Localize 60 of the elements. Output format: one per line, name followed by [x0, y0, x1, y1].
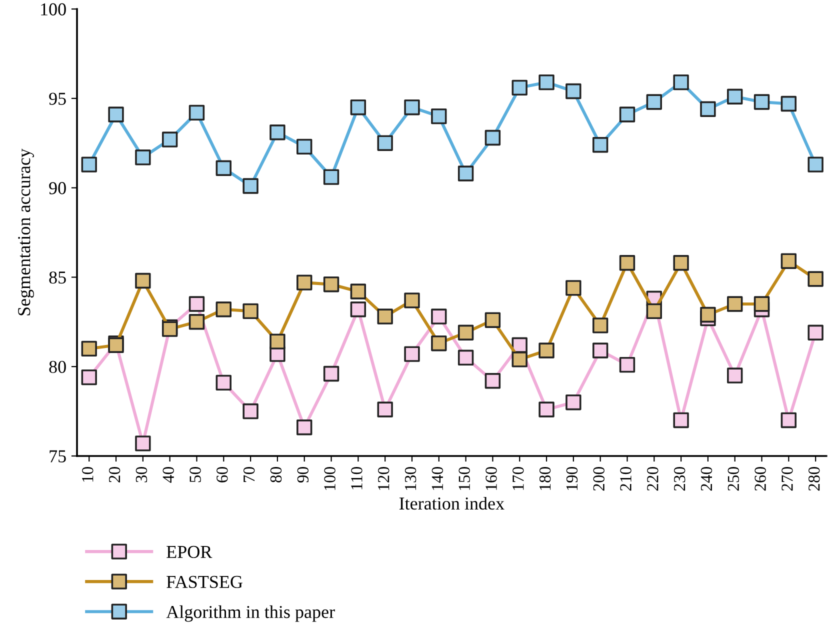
y-axis-title: Segmentation accuracy: [18, 148, 34, 316]
y-tick-label: 100: [41, 3, 66, 16]
x-tick-label: 70: [243, 467, 255, 482]
x-tick-label: 40: [162, 467, 174, 483]
x-tick-label: 260: [754, 467, 766, 491]
y-tick-label: 75: [50, 450, 66, 462]
point: [484, 373, 501, 389]
y-tick-label: 85: [49, 271, 66, 284]
x-tick-label: 130: [404, 467, 416, 490]
y-tick-label: 90: [49, 182, 66, 194]
point: [673, 412, 689, 428]
x-tick-label: 210: [620, 467, 632, 491]
x-tick-label: 120: [378, 467, 390, 490]
point: [377, 402, 393, 418]
point: [188, 296, 205, 312]
point: [431, 308, 447, 324]
point: [566, 394, 582, 410]
point: [323, 366, 340, 382]
y-tick-label: 95: [49, 92, 66, 105]
point: [619, 356, 636, 373]
point: [808, 324, 824, 340]
x-tick-label: 140: [432, 467, 444, 490]
x-tick-label: 50: [190, 467, 201, 482]
x-tick-label: 250: [728, 467, 740, 491]
x-tick-label: 100: [324, 467, 336, 490]
x-tick-label: 30: [136, 467, 148, 482]
point: [81, 369, 97, 386]
x-tick-label: 220: [647, 467, 658, 491]
y-tick-label: 80: [49, 360, 66, 374]
x-tick-label: 20: [108, 467, 120, 482]
x-tick-label: 60: [216, 467, 228, 482]
point: [592, 342, 608, 358]
point: [727, 368, 743, 384]
legend-label: EPOR: [166, 546, 212, 558]
x-tick-label: 190: [566, 467, 578, 490]
point: [404, 346, 420, 362]
point: [780, 412, 797, 428]
legend-label: FASTSEG: [166, 576, 242, 588]
x-tick-label: 150: [458, 467, 470, 490]
x-tick-label: 110: [351, 467, 362, 490]
x-tick-label: 270: [782, 467, 793, 491]
x-tick-label: 160: [486, 467, 497, 490]
point: [296, 420, 312, 436]
x-tick-label: 80: [270, 467, 282, 482]
point: [538, 402, 554, 418]
point: [242, 403, 258, 420]
x-tick-label: 170: [512, 467, 524, 490]
x-tick-label: 230: [674, 467, 686, 491]
point: [216, 374, 232, 391]
legend-label: Algorithm in this paper: [166, 605, 335, 622]
x-tick-label: 10: [82, 467, 94, 482]
x-tick-label: 90: [297, 467, 309, 483]
x-tick-label: 240: [700, 467, 712, 491]
x-tick-label: 200: [593, 467, 605, 491]
point: [458, 350, 474, 366]
x-axis-title: Iteration index: [399, 496, 504, 510]
x-tick-label: 180: [539, 467, 551, 490]
x-tick-label: 280: [808, 467, 820, 491]
point: [135, 436, 151, 452]
point: [350, 302, 366, 318]
